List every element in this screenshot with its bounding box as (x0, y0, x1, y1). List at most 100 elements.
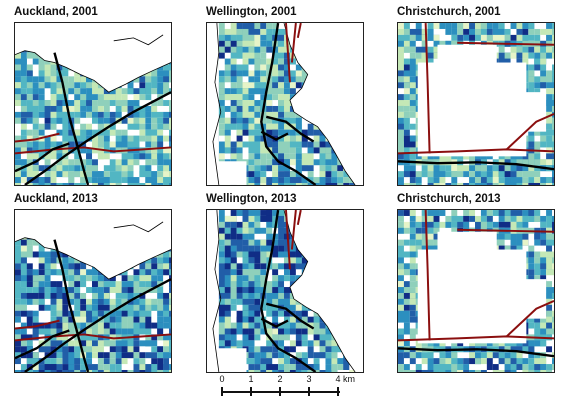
census-area (103, 165, 116, 172)
census-area (248, 239, 255, 246)
census-area (80, 129, 87, 142)
census-area (475, 171, 481, 178)
census-area (163, 123, 170, 130)
census-area (266, 159, 273, 166)
census-area (469, 177, 476, 185)
census-area (492, 171, 499, 178)
census-area (236, 76, 243, 83)
census-area (266, 221, 279, 228)
census-area (44, 159, 51, 166)
census-area (278, 310, 285, 317)
census-area (44, 275, 51, 282)
census-area (133, 281, 140, 293)
census-area (157, 298, 170, 305)
census-area (504, 369, 517, 372)
census-area (218, 251, 225, 258)
census-area (415, 346, 422, 359)
census-area (62, 100, 75, 106)
census-area (169, 304, 171, 311)
census-area (403, 58, 410, 71)
census-area (157, 334, 170, 341)
census-area (331, 171, 338, 178)
census-area (56, 76, 63, 83)
census-area (540, 263, 547, 270)
census-area (266, 141, 273, 148)
census-area (331, 340, 338, 347)
census-area (115, 340, 128, 347)
census-area (337, 171, 344, 178)
census-area (218, 269, 225, 282)
census-area (398, 292, 404, 299)
census-area (109, 328, 116, 335)
census-area (254, 316, 261, 323)
census-area (510, 46, 517, 53)
census-area (157, 304, 164, 311)
census-area (121, 369, 128, 372)
census-area (26, 364, 33, 370)
census-area (139, 269, 152, 276)
census-area (307, 364, 320, 370)
census-area (451, 182, 458, 185)
census-area (236, 328, 243, 335)
census-area (295, 334, 302, 341)
census-area (313, 334, 326, 341)
census-area (409, 221, 416, 228)
census-area (254, 364, 261, 370)
map-auckland-2001 (14, 22, 172, 186)
census-area (121, 117, 128, 124)
census-area (224, 316, 231, 329)
census-area (74, 364, 81, 372)
census-area (546, 210, 553, 216)
census-area (552, 221, 554, 234)
census-area (80, 292, 87, 299)
census-area (109, 304, 116, 311)
census-area (522, 275, 535, 282)
census-area (92, 340, 98, 347)
census-area (139, 123, 146, 130)
census-area (218, 263, 231, 276)
census-area (115, 328, 122, 335)
census-area (409, 233, 416, 240)
coastline (283, 210, 356, 372)
census-area (127, 340, 134, 347)
census-area (540, 100, 553, 106)
census-area (163, 70, 170, 83)
census-area (409, 310, 416, 317)
census-area (86, 105, 93, 112)
census-area (486, 182, 493, 185)
water-area (15, 23, 171, 93)
census-area (289, 328, 296, 335)
census-area (266, 100, 273, 106)
census-area (445, 23, 452, 35)
census-area (92, 111, 98, 118)
map-canvas (207, 210, 363, 372)
census-area (103, 111, 110, 118)
census-area (38, 251, 51, 258)
census-area (552, 105, 554, 112)
census-area (409, 227, 416, 234)
census-area (236, 322, 243, 329)
census-area (528, 171, 541, 178)
census-area (260, 94, 267, 106)
census-area (540, 239, 547, 246)
rail-line (285, 210, 291, 270)
census-area (121, 346, 128, 353)
census-area (103, 129, 116, 136)
major-road (265, 302, 315, 330)
census-area (254, 135, 261, 142)
census-area (540, 369, 547, 372)
census-area (403, 82, 410, 89)
census-area (272, 141, 279, 148)
census-area (230, 221, 237, 234)
census-area (289, 263, 296, 276)
census-area (145, 352, 158, 359)
census-area (331, 352, 338, 359)
census-area (133, 182, 140, 185)
census-area (272, 117, 279, 124)
census-area (546, 251, 554, 258)
census-area (289, 251, 296, 258)
census-area (169, 153, 171, 160)
census-area (480, 177, 487, 183)
census-area (427, 52, 440, 59)
census-area (20, 159, 27, 166)
